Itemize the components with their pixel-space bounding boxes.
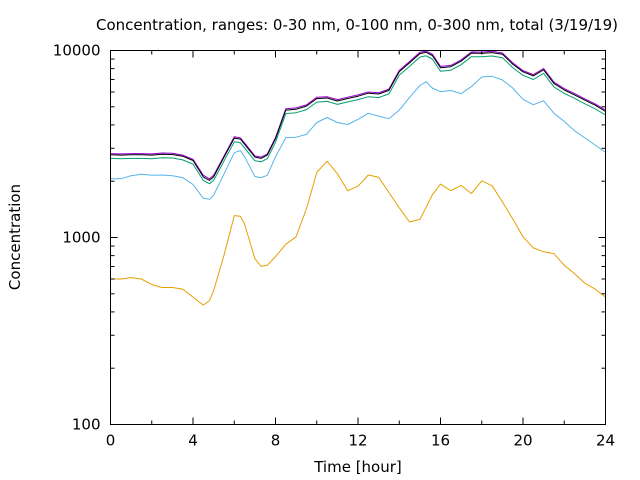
- x-axis-ticks: 0 4 8 12 16 20 24: [106, 50, 615, 450]
- x-tick-label: 16: [431, 432, 450, 450]
- x-tick-label: 24: [596, 432, 615, 450]
- series-line-3: [110, 55, 606, 185]
- series-line-1: [110, 50, 606, 180]
- x-axis-label: Time [hour]: [313, 458, 402, 476]
- y-axis-ticks: 100 1000 10000: [53, 42, 606, 434]
- chart-title: Concentration, ranges: 0-30 nm, 0-100 nm…: [96, 16, 618, 34]
- series-line-2: [110, 51, 606, 181]
- series-layer: [110, 50, 606, 306]
- y-tick-label: 10000: [53, 42, 101, 60]
- y-axis-label: Concentration: [6, 184, 24, 290]
- y-tick-label: 1000: [62, 229, 100, 247]
- x-tick-label: 12: [348, 432, 367, 450]
- series-line-5: [110, 160, 606, 306]
- x-tick-label: 20: [513, 432, 532, 450]
- x-tick-label: 0: [106, 432, 116, 450]
- series-line-4: [110, 75, 606, 200]
- x-tick-label: 4: [188, 432, 198, 450]
- y-tick-label: 100: [72, 416, 101, 434]
- x-tick-label: 8: [271, 432, 281, 450]
